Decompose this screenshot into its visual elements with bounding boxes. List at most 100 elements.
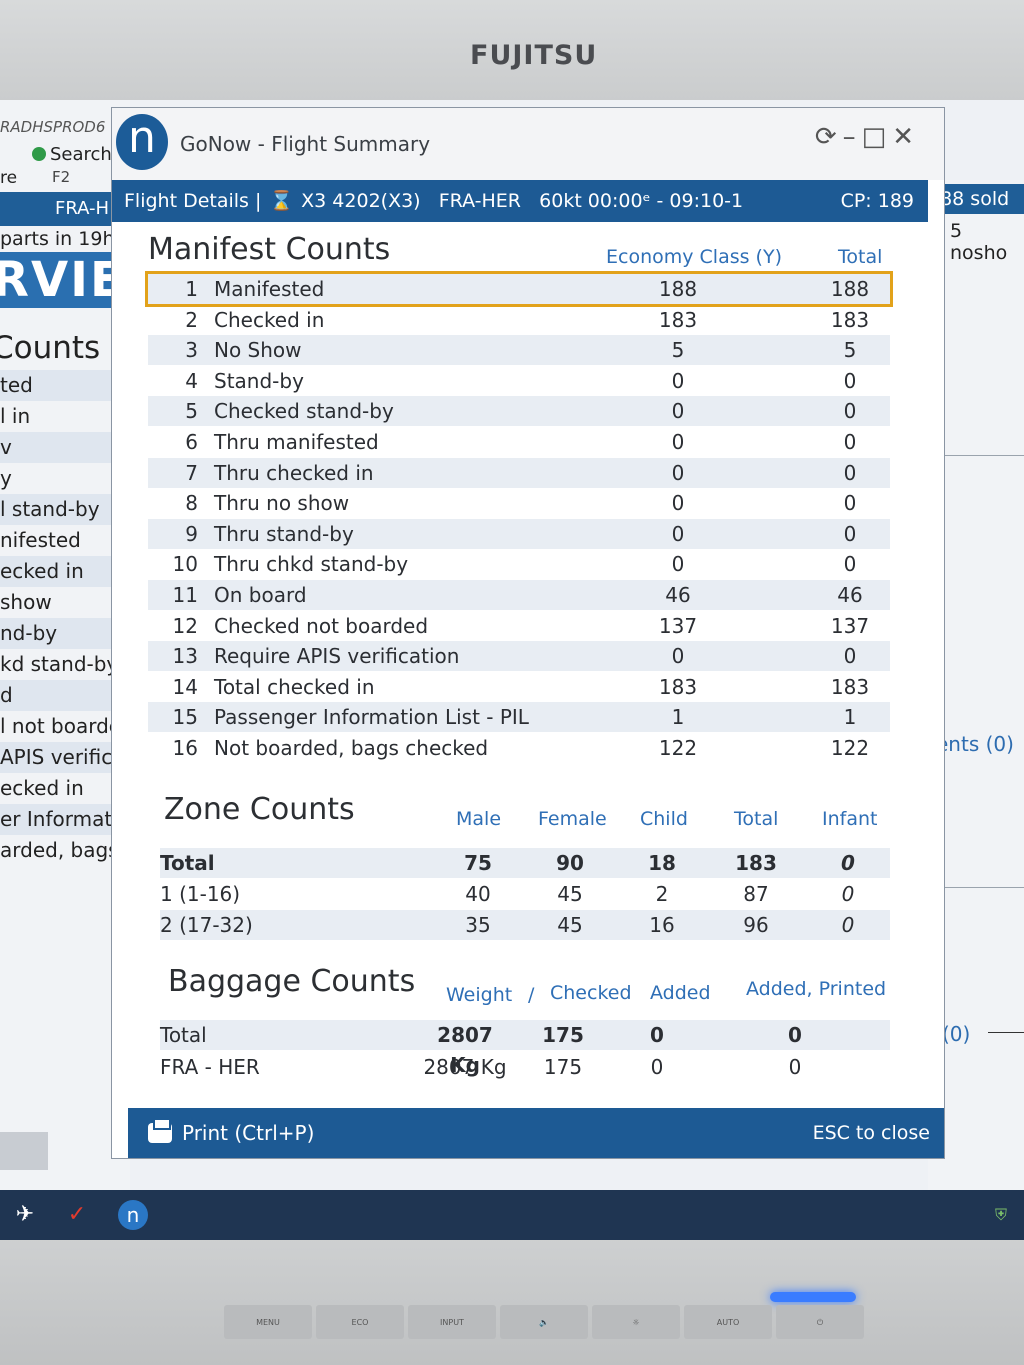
manifest-row[interactable]: 7 Thru checked in 0 0	[148, 457, 890, 488]
zone-label: Total	[160, 851, 215, 875]
right-header-bar	[928, 184, 1024, 214]
refresh-icon[interactable]: ⟳	[814, 122, 843, 152]
window-controls: ⟳–□✕	[815, 122, 920, 152]
monitor-button[interactable]: ECO	[316, 1305, 404, 1339]
maximize-button[interactable]: □	[861, 122, 893, 152]
row-number: 8	[185, 491, 198, 516]
baggage-added_printed-value: 0	[788, 1055, 802, 1079]
row-number: 15	[172, 705, 198, 730]
manifest-row[interactable]: 15 Passenger Information List - PIL 1 1	[148, 702, 890, 733]
row-number: 6	[185, 430, 198, 454]
row-label: Not boarded, bags checked	[214, 736, 489, 760]
row-number: 9	[185, 521, 198, 546]
divider	[988, 1032, 1024, 1033]
close-button[interactable]: ✕	[892, 122, 920, 152]
manifest-row[interactable]: 14 Total checked in 183 183	[148, 672, 890, 702]
counts-title: Counts	[0, 330, 101, 366]
total-value: 0	[843, 552, 857, 577]
divider	[944, 887, 1024, 888]
baggage-label: FRA - HER	[160, 1055, 260, 1079]
gonow-logo-icon: n	[116, 114, 168, 170]
manifest-row[interactable]: 12 Checked not boarded 137 137	[148, 611, 890, 641]
total-value: 5	[843, 338, 857, 363]
row-number: 13	[172, 644, 198, 669]
row-number: 14	[172, 674, 198, 699]
gonow-icon[interactable]: n	[118, 1200, 148, 1230]
row-number: 5	[185, 399, 198, 424]
monitor-button[interactable]: INPUT	[408, 1305, 496, 1339]
row-label: Checked in	[214, 307, 325, 332]
minimize-button[interactable]: –	[842, 122, 862, 152]
shield-icon[interactable]: ⛨	[994, 1205, 1007, 1224]
child-header: Child	[640, 808, 688, 830]
print-button[interactable]: Print (Ctrl+P)	[148, 1108, 314, 1158]
economy-value: 122	[658, 736, 698, 760]
manifest-row[interactable]: 6 Thru manifested 0 0	[148, 427, 890, 457]
search-status[interactable]: Search	[32, 144, 112, 165]
total-value: 183	[830, 307, 870, 332]
manifest-row[interactable]: 3 No Show 5 5	[148, 335, 890, 366]
plane-icon[interactable]: ✈	[15, 1202, 35, 1227]
checked-header: Checked	[550, 982, 632, 1004]
esc-close-hint[interactable]: ESC to close	[812, 1122, 930, 1144]
economy-value: 0	[671, 460, 685, 485]
row-label: Total checked in	[214, 674, 375, 699]
total-value: 0	[843, 368, 857, 393]
total-value: 137	[830, 613, 870, 638]
manifest-row[interactable]: 8 Thru no show 0 0	[148, 488, 890, 518]
zone-female-value: 45	[557, 913, 583, 937]
background-list-item: ted	[0, 370, 130, 401]
economy-value: 0	[671, 399, 685, 424]
flight-number: X3 4202(X3)	[301, 190, 421, 212]
comments-link[interactable]: ents (0)	[936, 732, 1014, 756]
zone-row[interactable]: 2 (17-32) 35 45 16 96 0	[160, 910, 890, 940]
monitor-button[interactable]: AUTO	[684, 1305, 772, 1339]
row-label: Stand-by	[214, 368, 304, 393]
total-value: 1	[843, 705, 857, 730]
manifest-row[interactable]: 9 Thru stand-by 0 0	[148, 518, 890, 549]
manifest-row[interactable]: 2 Checked in 183 183	[148, 305, 890, 335]
window-titlebar: n GoNow - Flight Summary ⟳–□✕	[112, 108, 944, 180]
baggage-row[interactable]: Total 2807 Kg 175 0 0	[160, 1020, 890, 1077]
economy-value: 188	[658, 277, 698, 301]
total-value: 0	[843, 521, 857, 546]
total-value: 122	[830, 736, 870, 760]
zero-link[interactable]: (0)	[942, 1022, 971, 1046]
monitor-button[interactable]: MENU	[224, 1305, 312, 1339]
manifest-row[interactable]: 11 On board 46 46	[148, 580, 890, 610]
checkmark-icon[interactable]: ✓	[67, 1202, 87, 1227]
background-list-item: l in	[0, 404, 31, 428]
background-list-item: APIS verific	[0, 742, 130, 773]
manifest-row[interactable]: 4 Stand-by 0 0	[148, 366, 890, 396]
baggage-added-value: 0	[650, 1055, 664, 1079]
baggage-added-value: 0	[650, 1023, 664, 1047]
economy-value: 137	[658, 613, 698, 638]
monitor-button[interactable]: ☼	[592, 1305, 680, 1339]
slash-separator: /	[528, 984, 535, 1006]
monitor-brand: FUJITSU	[470, 40, 598, 71]
baggage-weight-value: 2807 Kg	[423, 1055, 507, 1079]
zone-row[interactable]: 1 (1-16) 40 45 2 87 0	[160, 879, 890, 909]
manifest-row[interactable]: 1 Manifested 188 188	[145, 271, 893, 307]
monitor-button[interactable]: ⏻	[776, 1305, 864, 1339]
manifest-counts-title: Manifest Counts	[148, 232, 391, 267]
weight-header: Weight	[446, 984, 513, 1006]
re-label: re	[0, 168, 18, 188]
monitor-button[interactable]: 🔈	[500, 1305, 588, 1339]
manifest-row[interactable]: 5 Checked stand-by 0 0	[148, 396, 890, 427]
zone-row[interactable]: Total 75 90 18 183 0	[160, 848, 890, 878]
baggage-row[interactable]: FRA - HER 2807 Kg 175 0 0	[160, 1052, 890, 1082]
departs-label: parts in 19h	[0, 228, 115, 250]
economy-value: 183	[658, 307, 698, 332]
total-value: 0	[843, 644, 857, 669]
manifest-row[interactable]: 13 Require APIS verification 0 0	[148, 641, 890, 672]
row-number: 7	[185, 460, 198, 485]
background-list-item: er Informat	[0, 804, 130, 835]
female-header: Female	[538, 808, 607, 830]
baggage-checked-value: 175	[543, 1055, 583, 1079]
power-led	[770, 1292, 856, 1302]
taskbar: ✈ ✓ n ⛨	[0, 1190, 1024, 1240]
manifest-row[interactable]: 10 Thru chkd stand-by 0 0	[148, 549, 890, 579]
row-label: Manifested	[214, 277, 325, 301]
manifest-row[interactable]: 16 Not boarded, bags checked 122 122	[148, 733, 890, 763]
